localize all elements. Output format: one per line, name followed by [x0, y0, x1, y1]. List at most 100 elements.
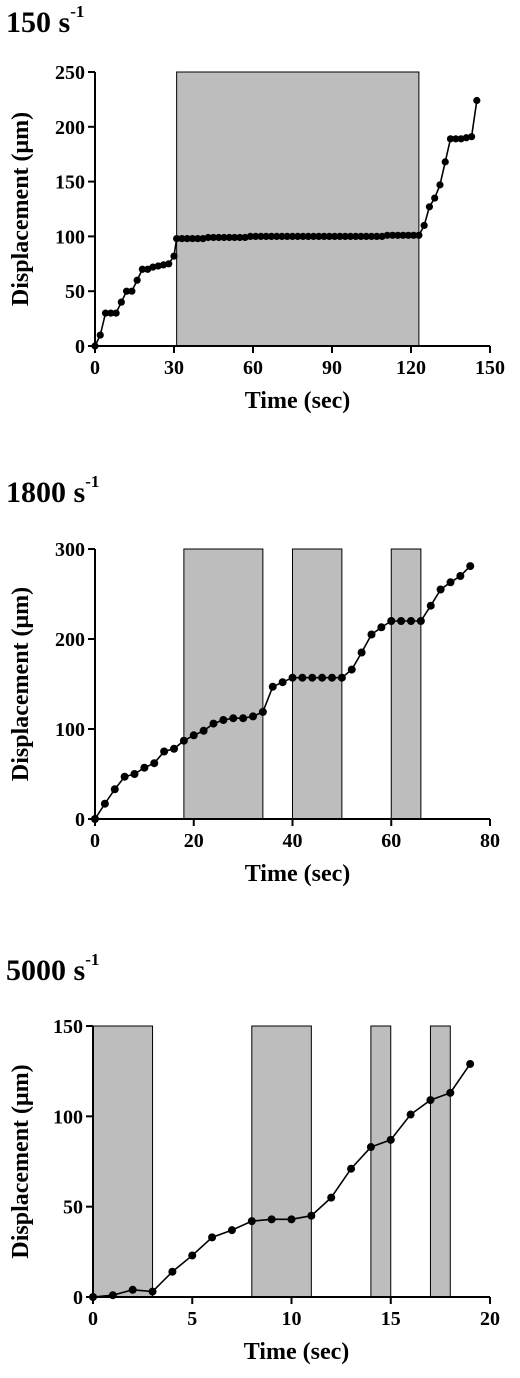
data-point	[278, 678, 287, 687]
data-point	[336, 232, 344, 240]
x-tick-label: 30	[164, 357, 184, 379]
data-point	[138, 265, 146, 273]
chart-svg: 0 30 60 90 120 150 0 50 100 150 200 250 Time (sec) Di…	[8, 62, 505, 414]
data-point	[208, 1233, 217, 1242]
data-point	[257, 232, 265, 240]
x-axis-label: Time (sec)	[245, 388, 351, 414]
data-point	[452, 135, 460, 143]
data-point	[150, 759, 159, 768]
chart-panel-1800: 1800 s-1 0 20 40 60 80 0 100 200 300 Time (sec) Di…	[0, 470, 520, 910]
data-point	[298, 673, 307, 682]
data-point	[318, 673, 327, 682]
data-point	[320, 232, 328, 240]
x-axis-label: Time (sec)	[245, 861, 351, 887]
data-point	[304, 232, 312, 240]
data-point	[446, 578, 455, 587]
data-point	[467, 133, 476, 141]
x-tick-label: 120	[396, 357, 426, 379]
data-point	[128, 1285, 137, 1294]
x-tick-label: 60	[243, 357, 263, 379]
x-tick-label: 20	[184, 830, 204, 852]
data-point	[110, 785, 119, 794]
data-point	[456, 572, 465, 580]
data-point	[209, 719, 218, 728]
data-point	[446, 1088, 455, 1097]
shaded-interval	[251, 1025, 312, 1298]
data-point	[252, 232, 260, 240]
data-point	[394, 231, 402, 239]
data-point	[283, 232, 291, 240]
data-point	[341, 232, 349, 240]
data-point	[170, 252, 178, 260]
data-point	[373, 232, 381, 240]
data-point	[331, 232, 339, 240]
x-tick-label: 40	[283, 830, 303, 852]
data-point	[278, 232, 286, 240]
chart-panel-5000: 5000 s-1 0 5 10 15 20 0 50 100 150 Time (sec) Disp…	[0, 948, 520, 1378]
x-tick-label: 15	[381, 1308, 401, 1330]
data-point	[173, 234, 181, 243]
data-point	[220, 233, 228, 242]
chart-title-number: 150	[6, 6, 51, 39]
data-point	[383, 231, 391, 239]
data-point	[362, 232, 370, 240]
data-point	[140, 763, 149, 772]
chart-title-exponent: -1	[85, 472, 100, 491]
data-point	[101, 309, 110, 317]
data-point	[347, 1164, 356, 1173]
data-point	[246, 232, 254, 240]
data-point	[199, 726, 208, 735]
y-tick-label: 100	[55, 719, 85, 741]
data-point	[100, 799, 109, 808]
data-point	[133, 276, 141, 284]
data-point	[209, 233, 218, 242]
series-line	[92, 1063, 471, 1298]
data-point	[299, 232, 307, 240]
chart-title-exponent: -1	[70, 2, 85, 21]
chart-title-unit: s	[73, 476, 86, 509]
data-point	[117, 298, 125, 306]
data-point	[347, 665, 356, 674]
data-point	[287, 1215, 296, 1224]
y-axis-label: Displacement (μm)	[8, 112, 34, 306]
x-tick-label: 0	[90, 830, 100, 852]
chart-svg: 0 5 10 15 20 0 50 100 150 Time (sec) Displacement …	[8, 1016, 500, 1365]
data-point	[399, 231, 407, 239]
data-point	[436, 585, 445, 594]
data-point	[89, 1293, 97, 1301]
shaded-interval	[390, 548, 422, 820]
data-point	[249, 712, 257, 721]
chart-title-unit: s	[58, 6, 71, 39]
y-tick-label: 0	[75, 336, 85, 358]
x-tick-label: 0	[90, 357, 100, 379]
x-tick-label: 10	[282, 1308, 302, 1330]
data-point	[178, 234, 186, 243]
data-point	[308, 673, 317, 682]
data-point	[294, 232, 302, 240]
data-point	[431, 194, 439, 202]
x-tick-label: 0	[88, 1308, 98, 1330]
data-point	[247, 1217, 256, 1226]
data-point	[267, 1215, 276, 1224]
y-tick-label: 250	[55, 62, 85, 84]
data-point	[168, 1267, 177, 1276]
data-point	[91, 342, 99, 350]
data-point	[120, 772, 129, 781]
data-point	[328, 673, 336, 682]
data-point	[407, 617, 415, 625]
chart-svg: 0 20 40 60 80 0 100 200 300 Time (sec) Displacemen…	[8, 539, 500, 887]
shaded-interval	[429, 1025, 451, 1298]
data-point	[441, 158, 449, 166]
y-tick-label: 50	[63, 1197, 83, 1219]
data-point	[96, 331, 104, 339]
data-point	[229, 714, 238, 723]
data-point	[230, 233, 239, 242]
y-axis-label: Displacement (μm)	[8, 587, 34, 781]
data-point	[188, 234, 197, 243]
chart-panel-150: 150 s-1 0 30 60 90 120 150 0 50 100 150 200 250 Time…	[0, 0, 520, 440]
data-point	[170, 744, 178, 753]
y-tick-label: 0	[75, 809, 85, 831]
data-point	[91, 815, 99, 823]
y-tick-label: 200	[55, 629, 85, 651]
x-tick-label: 80	[480, 830, 500, 852]
